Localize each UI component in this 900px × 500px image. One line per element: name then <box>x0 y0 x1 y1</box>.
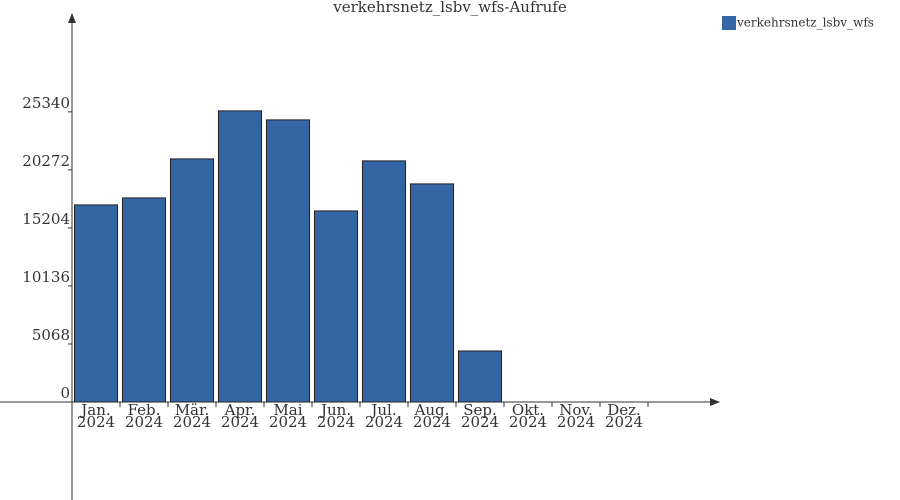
y-tick-label: 20272 <box>22 152 70 170</box>
legend-swatch <box>722 16 736 30</box>
bar <box>74 204 118 403</box>
bar <box>362 160 406 403</box>
chart-title: verkehrsnetz_lsbv_wfs-Aufrufe <box>332 0 567 16</box>
x-tick-label: Okt. 2024 <box>509 401 547 431</box>
x-tick-label: Mär. 2024 <box>173 401 211 431</box>
x-tick-label: Feb. 2024 <box>125 401 163 431</box>
bar <box>266 119 310 403</box>
x-tick-label: Jan. 2024 <box>77 401 115 431</box>
bar <box>122 197 166 403</box>
x-tick-label: Apr. 2024 <box>221 401 259 431</box>
x-tick-label: Jul. 2024 <box>365 401 403 431</box>
x-tick-label: Jun. 2024 <box>317 401 355 431</box>
x-tick-label: Mai 2024 <box>269 401 307 431</box>
x-tick-label: Aug. 2024 <box>413 401 451 431</box>
bar <box>170 158 214 403</box>
x-tick-label: Dez. 2024 <box>605 401 643 431</box>
bar <box>218 110 262 403</box>
x-tick-label: Sep. 2024 <box>461 401 499 431</box>
y-tick-label: 10136 <box>22 268 70 286</box>
bar <box>314 210 358 403</box>
y-tick-label: 5068 <box>32 326 70 344</box>
x-tick-label: Nov. 2024 <box>557 401 595 431</box>
y-tick-label: 15204 <box>22 210 70 228</box>
y-tick-label: 25340 <box>22 94 70 112</box>
legend-label: verkehrsnetz_lsbv_wfs <box>736 16 874 30</box>
y-tick-label: 0 <box>60 384 70 402</box>
bar <box>458 350 502 403</box>
bar <box>410 183 454 403</box>
